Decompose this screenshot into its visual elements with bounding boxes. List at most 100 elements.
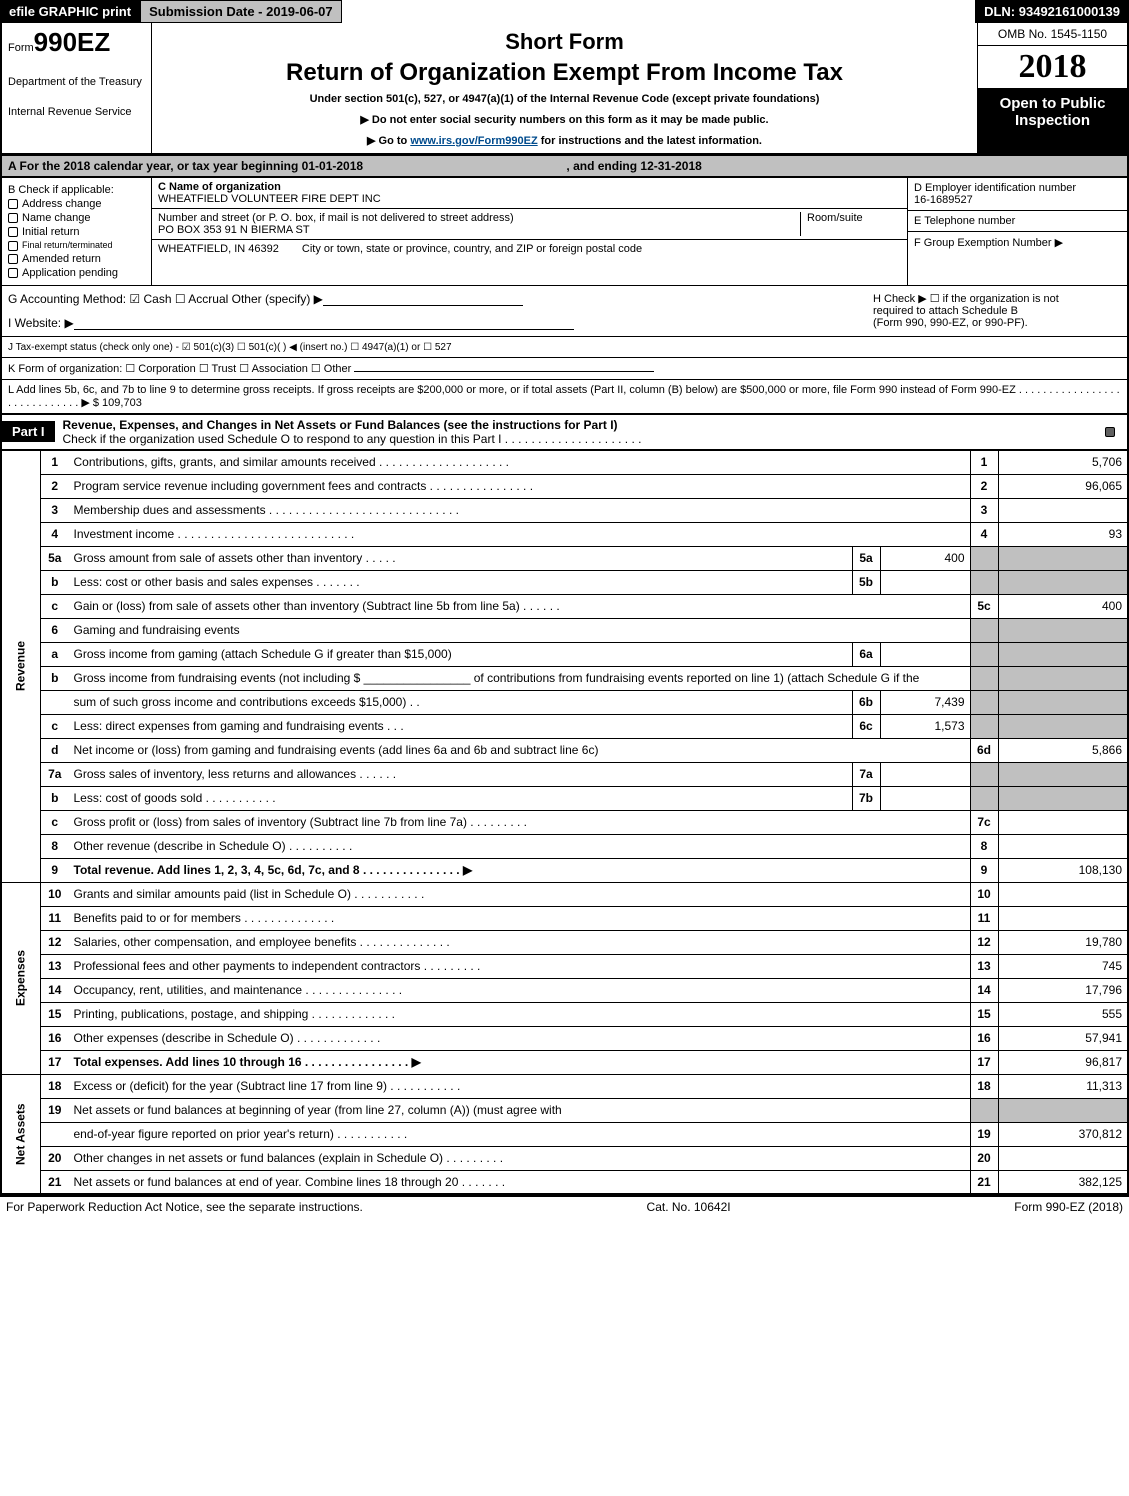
efile-tag: efile GRAPHIC print [0,0,140,23]
row-20: 20Other changes in net assets or fund ba… [1,1146,1128,1170]
city-label: City or town, state or province, country… [302,243,642,255]
footer-catno: Cat. No. 10642I [647,1200,731,1214]
row-8: 8Other revenue (describe in Schedule O) … [1,834,1128,858]
goto-link[interactable]: www.irs.gov/Form990EZ [410,135,537,147]
row-12: 12Salaries, other compensation, and empl… [1,930,1128,954]
row-6a: aGross income from gaming (attach Schedu… [1,642,1128,666]
row-6c: cLess: direct expenses from gaming and f… [1,714,1128,738]
form-header: Form990EZ Department of the Treasury Int… [0,23,1129,155]
room-label: Room/suite [801,212,901,236]
footer-left: For Paperwork Reduction Act Notice, see … [6,1200,363,1214]
dept-treasury: Department of the Treasury [8,76,145,88]
form-title: Return of Organization Exempt From Incom… [162,59,967,87]
dln-value: 93492161000139 [1019,4,1120,19]
part-i-header: Part I Revenue, Expenses, and Changes in… [0,415,1129,450]
cb-initial[interactable]: Initial return [8,226,145,238]
b-label: B Check if applicable: [8,184,145,196]
form-subtitle: Under section 501(c), 527, or 4947(a)(1)… [162,93,967,105]
row-13: 13Professional fees and other payments t… [1,954,1128,978]
part-title: Revenue, Expenses, and Changes in Net As… [55,415,1105,449]
subdate-value: 2019-06-07 [266,4,333,19]
part-label: Part I [2,421,55,442]
form-prefix: Form [8,42,34,54]
row-no: 1 [41,450,69,474]
goto-post: for instructions and the latest informat… [538,135,762,147]
row-18: Net Assets 18Excess or (deficit) for the… [1,1074,1128,1098]
addr-label: Number and street (or P. O. box, if mail… [158,212,794,224]
row-14: 14Occupancy, rent, utilities, and mainte… [1,978,1128,1002]
row-6d: dNet income or (loss) from gaming and fu… [1,738,1128,762]
dln: DLN: 93492161000139 [975,0,1129,23]
part-checkbox[interactable] [1105,425,1127,439]
row-21: 21Net assets or fund balances at end of … [1,1170,1128,1194]
ein-value: 16-1689527 [914,194,1121,206]
row-5a: 5aGross amount from sale of assets other… [1,546,1128,570]
row-amt: 5,706 [998,450,1128,474]
line-h: H Check ▶ ☐ if the organization is not r… [867,286,1127,336]
h-line1: H Check ▶ ☐ if the organization is not [873,292,1121,305]
row-7c: cGross profit or (loss) from sales of in… [1,810,1128,834]
row-5c: cGain or (loss) from sale of assets othe… [1,594,1128,618]
subdate-label: Submission Date - [149,4,266,19]
row-6b2: sum of such gross income and contributio… [1,690,1128,714]
line-a-begin: 01-01-2018 [302,159,363,173]
goto-pre: ▶ Go to [367,135,410,147]
row-15: 15Printing, publications, postage, and s… [1,1002,1128,1026]
header-right: OMB No. 1545-1150 2018 Open to Public In… [977,23,1127,153]
line-i: I Website: ▶ [8,316,861,330]
b-checkboxes: B Check if applicable: Address change Na… [2,178,152,285]
cb-pending[interactable]: Application pending [8,267,145,279]
revenue-vlabel: Revenue [1,450,41,882]
line-l: L Add lines 5b, 6c, and 7b to line 9 to … [0,379,1129,415]
line-a-end: 12-31-2018 [640,159,701,173]
c-label: C Name of organization [158,181,901,193]
h-line3: (Form 990, 990-EZ, or 990-PF). [873,317,1121,329]
cb-final[interactable]: Final return/terminated [8,240,145,251]
row-4: 4Investment income . . . . . . . . . . .… [1,522,1128,546]
header-center: Short Form Return of Organization Exempt… [152,23,977,153]
submission-date: Submission Date - 2019-06-07 [140,0,342,23]
part-sub: Check if the organization used Schedule … [63,432,642,446]
row-7a: 7aGross sales of inventory, less returns… [1,762,1128,786]
tax-year: 2018 [978,46,1127,89]
cb-name[interactable]: Name change [8,212,145,224]
row-11: 11Benefits paid to or for members . . . … [1,906,1128,930]
line-k: K Form of organization: ☐ Corporation ☐ … [0,357,1129,379]
org-city: WHEATFIELD, IN 46392 [158,243,279,255]
open-public: Open to Public Inspection [978,89,1127,153]
expenses-vlabel: Expenses [1,882,41,1074]
row-5b: bLess: cost or other basis and sales exp… [1,570,1128,594]
line-a-mid: , and ending [566,159,640,173]
section-gh: G Accounting Method: ☑ Cash ☐ Accrual Ot… [0,285,1129,336]
row-6b: bGross income from fundraising events (n… [1,666,1128,690]
cb-amended[interactable]: Amended return [8,253,145,265]
row-19b: end-of-year figure reported on prior yea… [1,1122,1128,1146]
gh-left: G Accounting Method: ☑ Cash ☐ Accrual Ot… [2,286,867,336]
row-ln: 1 [970,450,998,474]
cb-address[interactable]: Address change [8,198,145,210]
b-mid: C Name of organization WHEATFIELD VOLUNT… [152,178,907,285]
row-2: 2Program service revenue including gover… [1,474,1128,498]
line-j: J Tax-exempt status (check only one) - ☑… [0,336,1129,357]
open-line2: Inspection [980,112,1125,129]
row-1: Revenue 1 Contributions, gifts, grants, … [1,450,1128,474]
line-l-amt: 109,703 [102,397,142,409]
footer: For Paperwork Reduction Act Notice, see … [0,1195,1129,1217]
form-number: 990EZ [34,27,111,57]
f-label: F Group Exemption Number ▶ [914,236,1121,249]
row-desc: Contributions, gifts, grants, and simila… [69,450,971,474]
header-left: Form990EZ Department of the Treasury Int… [2,23,152,153]
row-16: 16Other expenses (describe in Schedule O… [1,1026,1128,1050]
line-a-pre: A For the 2018 calendar year, or tax yea… [8,159,302,173]
section-b: B Check if applicable: Address change Na… [0,176,1129,285]
footer-right: Form 990-EZ (2018) [1014,1200,1123,1214]
short-form: Short Form [162,29,967,55]
netassets-vlabel: Net Assets [1,1074,41,1194]
row-17: 17Total expenses. Add lines 10 through 1… [1,1050,1128,1074]
line-g: G Accounting Method: ☑ Cash ☐ Accrual Ot… [8,292,861,306]
line-l-text: L Add lines 5b, 6c, and 7b to line 9 to … [8,384,1120,409]
irs: Internal Revenue Service [8,106,145,118]
part-i-table: Revenue 1 Contributions, gifts, grants, … [0,450,1129,1196]
row-7b: bLess: cost of goods sold . . . . . . . … [1,786,1128,810]
e-label: E Telephone number [914,215,1121,227]
